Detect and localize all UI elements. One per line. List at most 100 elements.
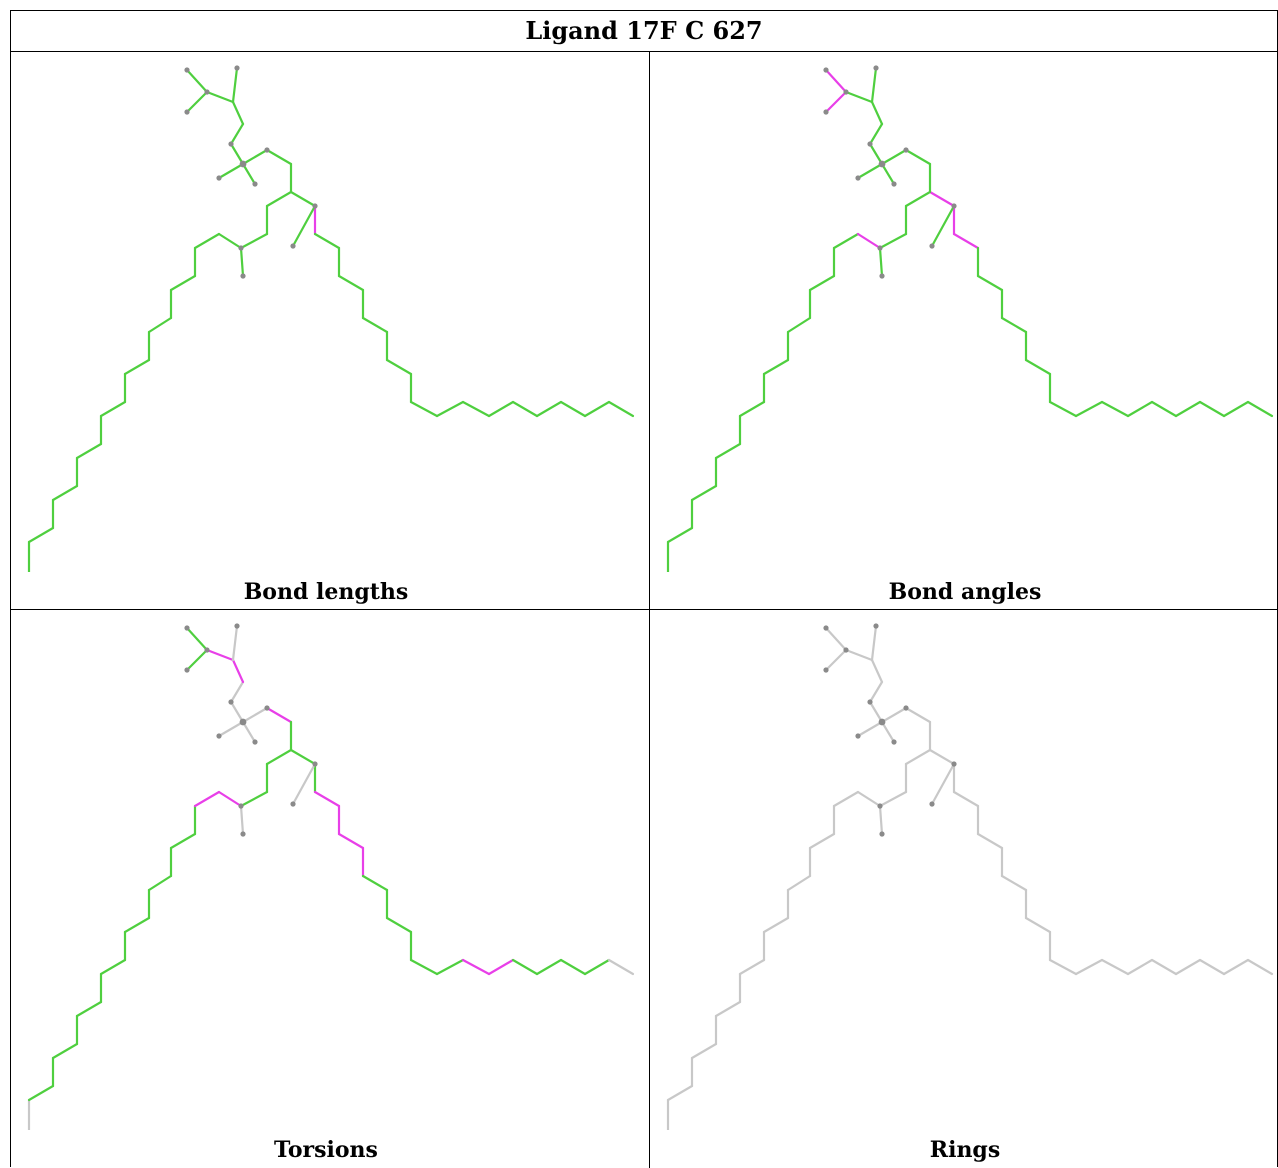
atom (877, 245, 883, 251)
atom (290, 243, 296, 249)
bond (231, 624, 239, 662)
panel-caption: Bond lengths (243, 579, 409, 605)
bond (361, 874, 389, 892)
bond (231, 66, 239, 104)
bond (880, 162, 896, 186)
bond (265, 748, 293, 766)
bond (1100, 958, 1130, 976)
bond (1126, 958, 1154, 976)
bond (1150, 958, 1178, 976)
table-title: Ligand 17F C 627 (11, 11, 1277, 52)
bond (824, 626, 848, 652)
atom (264, 705, 270, 711)
bond (870, 66, 878, 104)
bond (808, 274, 836, 292)
bond (217, 232, 243, 250)
bond (1246, 400, 1274, 418)
atom (843, 647, 849, 653)
bond (487, 958, 515, 976)
bond (930, 204, 956, 248)
bond (714, 442, 742, 460)
atom (238, 803, 244, 809)
bond (185, 648, 209, 672)
bond (337, 832, 365, 850)
bond (1246, 958, 1274, 976)
bond (511, 400, 539, 418)
bond (205, 648, 235, 662)
bond (607, 958, 635, 976)
bond (856, 790, 882, 808)
bond (856, 232, 882, 250)
bond (868, 700, 884, 724)
bond (808, 832, 836, 850)
atom (239, 718, 247, 726)
atom (216, 175, 222, 181)
atom (252, 181, 258, 187)
bond (856, 720, 884, 738)
atom (929, 243, 935, 249)
bond (870, 624, 878, 662)
bond (666, 526, 694, 544)
bond (824, 648, 848, 672)
bond (880, 720, 896, 744)
panel-rings: Rings (650, 610, 1278, 1168)
bond (1126, 400, 1154, 418)
atom (234, 623, 240, 629)
bond (169, 832, 197, 850)
atom (184, 625, 190, 631)
bond (123, 358, 151, 376)
atom (878, 160, 886, 168)
atom (312, 203, 318, 209)
atom (951, 761, 957, 767)
bond (904, 190, 932, 208)
bond (229, 700, 245, 724)
atom (264, 147, 270, 153)
atom (216, 733, 222, 739)
bond (193, 790, 221, 808)
bond (535, 400, 563, 418)
bond (193, 232, 221, 250)
bond-angles-structure (666, 65, 1274, 572)
bond (976, 832, 1004, 850)
atom (240, 273, 246, 279)
bond (904, 748, 932, 766)
bond (313, 232, 341, 250)
atom (867, 699, 873, 705)
row-divider (11, 609, 1277, 610)
bond (762, 916, 790, 934)
bond (289, 190, 317, 208)
atom (823, 109, 829, 115)
atom (228, 141, 234, 147)
atom (877, 803, 883, 809)
bond (289, 748, 317, 766)
bond (75, 1000, 103, 1018)
bond (217, 790, 243, 808)
bond (690, 1042, 718, 1060)
bond (928, 190, 956, 208)
bond (75, 442, 103, 460)
bond (868, 680, 884, 704)
atom (867, 141, 873, 147)
bond (1048, 958, 1078, 976)
panel-bond-angles: Bond angles (650, 52, 1278, 609)
bond (786, 874, 812, 892)
atom (290, 801, 296, 807)
bond (239, 790, 269, 808)
bond (1198, 958, 1226, 976)
torsions-structure (27, 623, 635, 1130)
atom (184, 67, 190, 73)
atom (873, 623, 879, 629)
bond (844, 90, 874, 104)
bond (607, 400, 635, 418)
validation-table: Ligand 17F C 627 Bond lengths Bond angle… (10, 10, 1278, 1168)
bond (1222, 958, 1250, 976)
bond (832, 232, 860, 250)
bond (714, 1000, 742, 1018)
bond (409, 400, 439, 418)
bond (435, 958, 465, 976)
atom (823, 67, 829, 73)
atom (873, 65, 879, 71)
bond (904, 148, 932, 166)
bond (185, 90, 209, 114)
bond (99, 958, 127, 976)
